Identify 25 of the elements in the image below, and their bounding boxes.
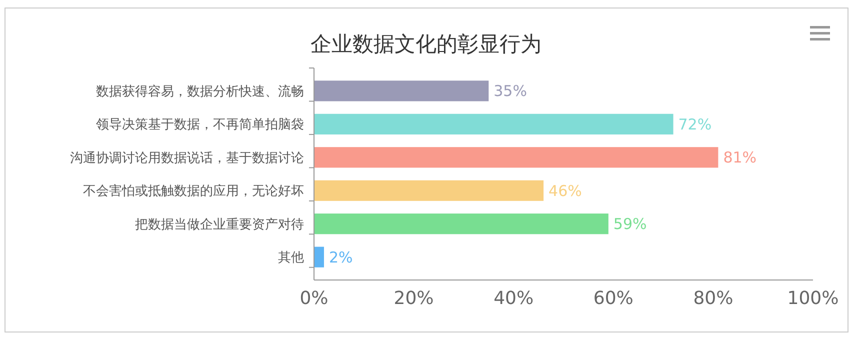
x-tick-label: 0% — [300, 288, 328, 309]
chart-title: 企业数据文化的彰显行为 — [310, 32, 542, 56]
x-tick-label: 100% — [787, 288, 839, 309]
x-tick-label: 20% — [394, 288, 434, 309]
data-label: 2% — [328, 248, 353, 266]
bar — [314, 214, 608, 234]
y-tick-label: 其他 — [278, 250, 304, 266]
bar — [314, 80, 489, 102]
x-tick-label: 40% — [494, 288, 534, 309]
data-label: 81% — [723, 148, 757, 167]
data-label: 72% — [678, 115, 712, 134]
data-label: 35% — [494, 82, 527, 100]
y-tick-label: 数据获得容易，数据分析快速、流畅 — [96, 83, 304, 100]
y-tick-label: 领导决策基于数据，不再简单拍脑袋 — [96, 118, 304, 133]
y-tick-label: 沟通协调讨论用数据说话，基于数据讨论 — [70, 150, 304, 166]
data-label: 46% — [548, 182, 582, 200]
x-tick-label: 80% — [693, 288, 734, 309]
y-tick-label: 把数据当做企业重要资产对待 — [135, 217, 304, 232]
y-tick-label: 不会害怕或抵触数据的应用，无论好坏 — [83, 183, 304, 200]
bar — [314, 180, 544, 201]
bar — [314, 246, 324, 268]
bar — [314, 114, 674, 134]
data-label: 59% — [613, 215, 647, 234]
bar — [314, 147, 718, 168]
x-tick-label: 60% — [593, 288, 634, 309]
